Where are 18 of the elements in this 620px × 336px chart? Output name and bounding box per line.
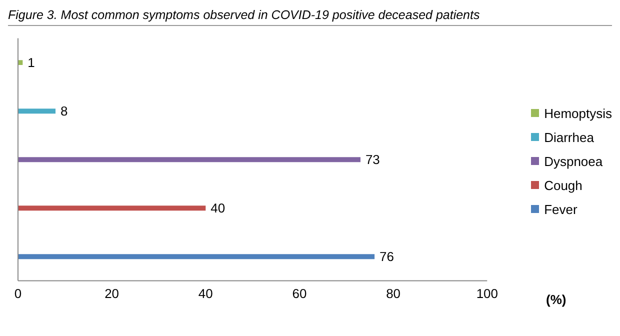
- data-label: 73: [365, 152, 380, 168]
- data-label: 1: [28, 55, 35, 70]
- x-tick-label: 100: [476, 286, 498, 302]
- x-axis-title: (%): [546, 292, 566, 307]
- x-tick-label: 80: [386, 286, 401, 302]
- x-tick-label: 40: [198, 286, 213, 302]
- chart-title: Figure 3. Most common symptoms observed in COVID-19 positive deceased patients: [8, 8, 612, 26]
- x-tick-label: 60: [292, 286, 307, 302]
- x-tick-label: 0: [14, 286, 22, 302]
- legend-label: Cough: [544, 178, 582, 192]
- legend-label: Hemoptysis: [544, 106, 612, 120]
- x-tick-label: 20: [104, 286, 120, 302]
- data-label: 8: [60, 104, 68, 119]
- data-label: 40: [210, 200, 226, 216]
- legend-label: Dyspnoea: [544, 154, 603, 168]
- legend-label: Diarrhea: [544, 130, 594, 144]
- legend-label: Fever: [544, 202, 578, 216]
- data-label: 76: [380, 249, 394, 264]
